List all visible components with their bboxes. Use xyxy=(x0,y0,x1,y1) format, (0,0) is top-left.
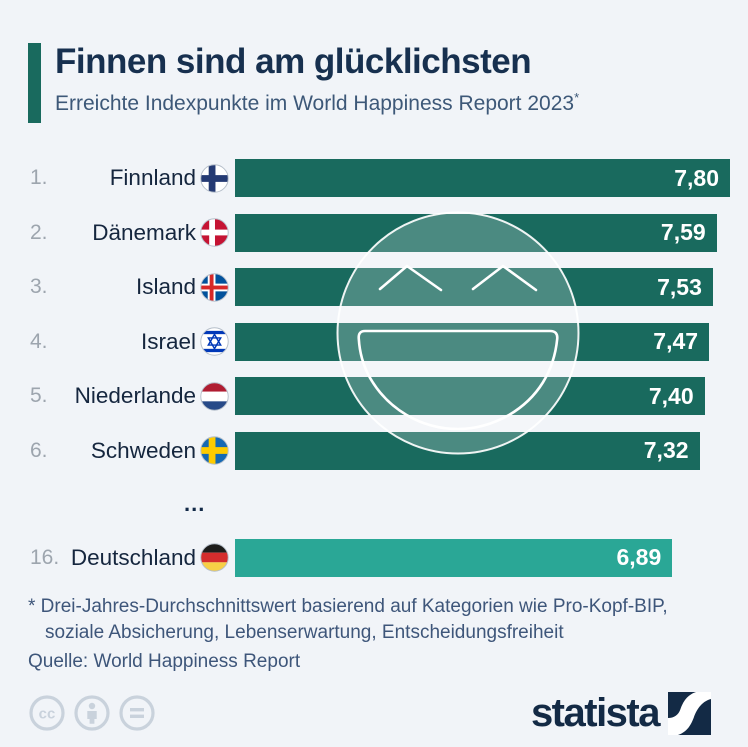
bar-track: 7,40 xyxy=(235,377,730,416)
footnote-line2: soziale Absicherung, Lebenserwartung, En… xyxy=(45,622,564,643)
bar-value: 7,59 xyxy=(660,219,706,246)
cc-icon[interactable]: cc xyxy=(28,694,66,732)
bar-finnland: 7,80 xyxy=(235,159,730,198)
country-label: Israel xyxy=(140,328,196,354)
ellipsis-label: ... xyxy=(184,491,206,516)
chart-row-island: 3. Island 7,53 xyxy=(0,260,748,315)
bar-value: 6,89 xyxy=(616,544,662,570)
country-label: Finnland xyxy=(109,165,196,191)
rank-label: 6. xyxy=(30,438,48,462)
bar-schweden: 7,32 xyxy=(235,431,700,470)
bar-track: 7,47 xyxy=(235,322,730,361)
chart-row-schweden: 6. Schweden 7,32 xyxy=(0,424,748,479)
statista-wordmark: statista xyxy=(530,691,661,735)
denmark-flag-icon xyxy=(200,218,229,247)
bar-track: 7,80 xyxy=(235,159,730,198)
rank-label: 2. xyxy=(30,220,48,244)
bar-value: 7,47 xyxy=(653,328,699,355)
bar-island: 7,53 xyxy=(235,268,713,307)
rank-label: 3. xyxy=(30,275,48,299)
rank-label: 5. xyxy=(30,384,48,408)
source-line: Quelle: World Happiness Report xyxy=(28,651,301,672)
chart-row-niederlande: 5. Niederlande 7,40 xyxy=(0,369,748,424)
bar-track: 6,89 xyxy=(235,538,730,577)
header: Finnen sind am glücklichsten Erreichte I… xyxy=(28,43,579,123)
footnote-marker: * xyxy=(574,90,580,105)
iceland-flag-icon xyxy=(200,273,229,302)
israel-flag-icon xyxy=(200,327,229,356)
country-label: Deutschland xyxy=(70,544,196,570)
svg-text:cc: cc xyxy=(39,706,56,723)
footnote-line1: * Drei-Jahres-Durchschnittswert basieren… xyxy=(28,596,668,617)
bar-value: 7,80 xyxy=(674,164,719,191)
statista-mark-icon xyxy=(668,692,711,735)
rank-label: 4. xyxy=(30,329,48,353)
bar-value: 7,32 xyxy=(643,437,689,464)
page-subtitle: Erreichte Indexpunkte im World Happiness… xyxy=(55,90,579,116)
bar-niederlande: 7,40 xyxy=(235,377,705,416)
chart-row-deutschland: 16. Deutschland 6,89 xyxy=(0,530,748,585)
footnotes: * Drei-Jahres-Durchschnittswert basieren… xyxy=(28,594,668,675)
country-label: Island xyxy=(135,274,196,300)
rank-label: 1. xyxy=(30,166,48,190)
country-label: Niederlande xyxy=(74,383,196,409)
statista-logo[interactable]: statista xyxy=(531,691,711,736)
subtitle-text: Erreichte Indexpunkte im World Happiness… xyxy=(55,92,575,115)
sweden-flag-icon xyxy=(200,436,229,465)
rank-label: 16. xyxy=(30,545,60,569)
chart-row-daenemark: 2. Dänemark 7,59 xyxy=(0,206,748,261)
bar-track: 7,59 xyxy=(235,213,730,252)
page-title: Finnen sind am glücklichsten xyxy=(55,42,532,81)
chart-row-israel: 4. Israel 7,47 xyxy=(0,315,748,370)
license-icons: cc xyxy=(28,694,156,732)
country-label: Dänemark xyxy=(92,219,196,245)
bar-israel: 7,47 xyxy=(235,322,710,361)
attribution-person-icon[interactable] xyxy=(73,694,111,732)
bar-chart: 1. Finnland 7,80 2. Dänemark xyxy=(0,151,748,585)
chart-row-finnland: 1. Finnland 7,80 xyxy=(0,151,748,206)
bar-value: 7,53 xyxy=(657,273,702,300)
no-derivatives-equals-icon[interactable] xyxy=(118,694,156,732)
netherlands-flag-icon xyxy=(200,382,229,411)
bar-daenemark: 7,59 xyxy=(235,213,717,252)
bar-track: 7,53 xyxy=(235,268,730,307)
finland-flag-icon xyxy=(200,164,229,193)
bar-deutschland: 6,89 xyxy=(235,538,673,577)
chart-gap-row: ... xyxy=(0,478,748,530)
bar-value: 7,40 xyxy=(648,382,694,409)
country-label: Schweden xyxy=(90,437,196,463)
germany-flag-icon xyxy=(200,543,229,572)
accent-bar xyxy=(28,43,41,123)
bar-track: 7,32 xyxy=(235,431,730,470)
